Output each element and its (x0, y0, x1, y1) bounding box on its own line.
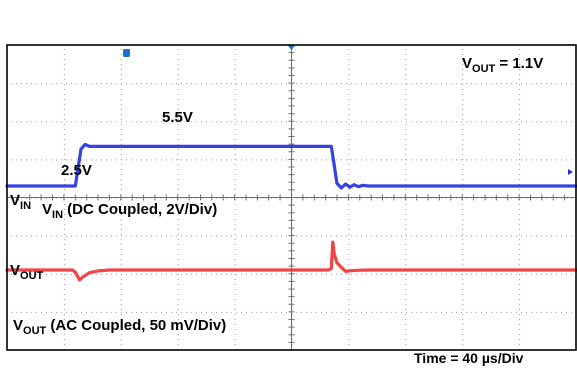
plot-frame (6, 44, 577, 351)
trace-vin (5, 142, 577, 190)
vout-trace-label: VOUT (10, 262, 44, 282)
vin-trace-label: VIN (10, 192, 31, 212)
trace-vout (5, 240, 577, 282)
labels: VOUT = 1.1V 5.5V 2.5V VIN (DC Coupled, 2… (10, 55, 543, 366)
vout-channel-label: VOUT (AC Coupled, 50 mV/Div) (13, 317, 226, 337)
trigger-position-marker (287, 45, 296, 50)
vin-channel-label: VIN (DC Coupled, 2V/Div) (42, 201, 217, 221)
time-scale-label: Time = 40 µs/Div (414, 350, 524, 366)
scope-markers (123, 45, 573, 175)
ch1-ground-marker (568, 169, 573, 175)
vout-nominal-annotation: VOUT = 1.1V (462, 55, 543, 75)
trigger-t-marker (123, 49, 130, 57)
vin-low-label: 2.5V (61, 162, 92, 179)
traces (5, 142, 577, 282)
vin-high-label: 5.5V (162, 109, 193, 126)
